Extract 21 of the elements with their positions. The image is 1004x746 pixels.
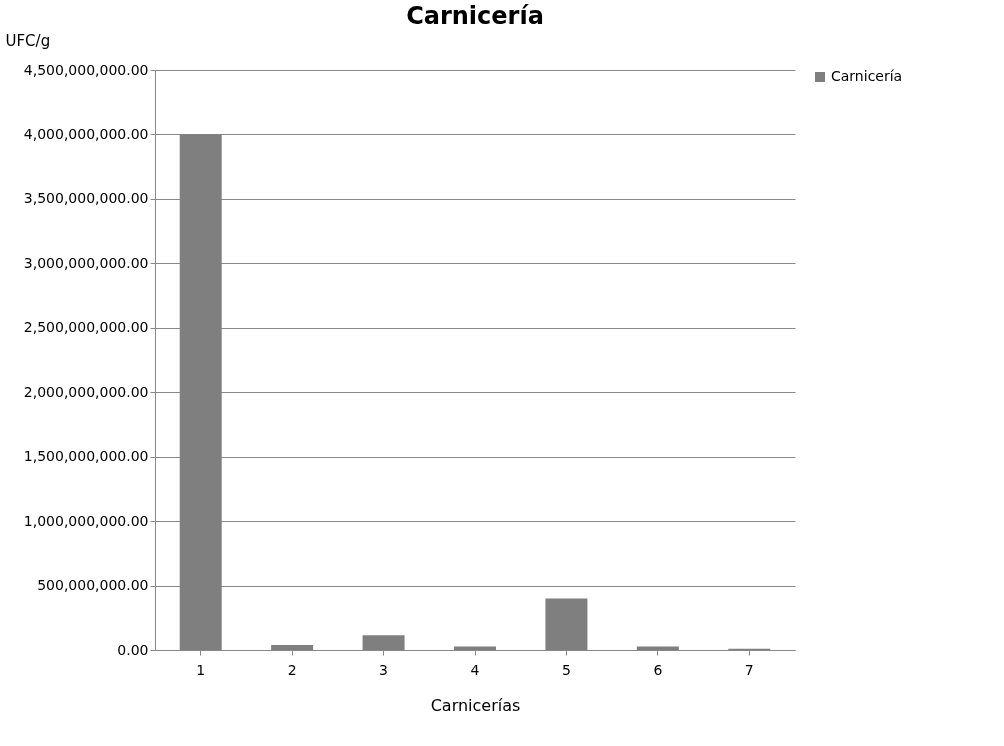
y-tick-label: 4,000,000,000.00 [23, 125, 149, 142]
x-tick-label: 5 [561, 661, 571, 678]
x-tick-label: 6 [653, 661, 663, 678]
y-tick-label: 2,000,000,000.00 [23, 383, 149, 400]
x-axis-title: Carnicerías [430, 695, 521, 715]
y-tick-label: 1,500,000,000.00 [23, 448, 149, 465]
y-tick-label: 500,000,000.00 [37, 577, 149, 594]
x-tick-label: 7 [744, 661, 754, 678]
y-axis-title: UFC/g [5, 31, 51, 50]
x-tick-label: 4 [470, 661, 480, 678]
x-tick-label: 3 [379, 661, 389, 678]
y-tick-label: 3,500,000,000.00 [23, 190, 149, 207]
y-tick-label: 2,500,000,000.00 [23, 319, 149, 336]
y-tick-label: 0.00 [117, 641, 149, 658]
y-tick-label: 1,000,000,000.00 [23, 512, 149, 529]
y-tick-label: 3,000,000,000.00 [23, 254, 149, 271]
x-tick-label: 2 [287, 661, 297, 678]
y-tick-label: 4,500,000,000.00 [23, 61, 149, 78]
chart-title: Carnicería [406, 2, 544, 30]
x-tick-label: 1 [196, 661, 206, 678]
legend-label: Carnicería [831, 68, 903, 84]
